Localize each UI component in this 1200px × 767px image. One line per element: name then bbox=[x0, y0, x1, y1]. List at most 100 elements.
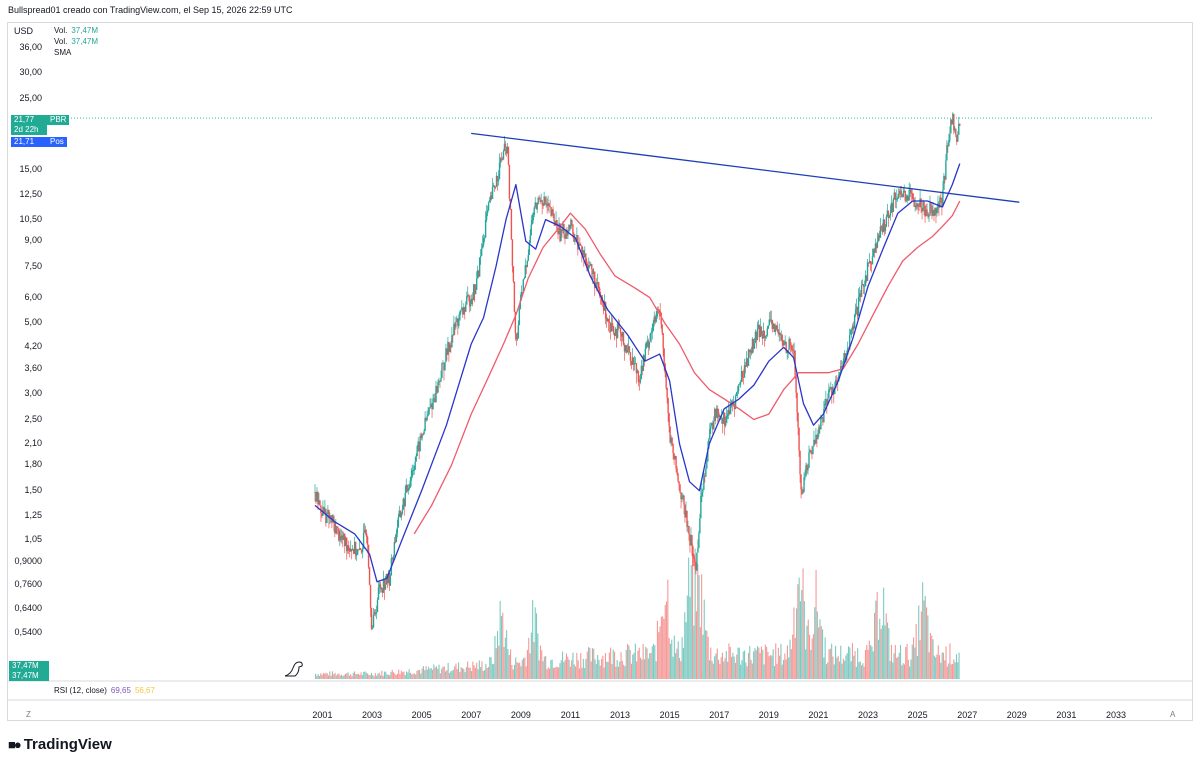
candle-body bbox=[862, 284, 865, 287]
candle-body bbox=[854, 309, 857, 315]
volume-bar bbox=[403, 671, 405, 679]
volume-bar bbox=[539, 645, 541, 679]
candle-body bbox=[374, 612, 377, 614]
candle-body bbox=[683, 495, 685, 505]
currency-label[interactable]: USD bbox=[14, 26, 34, 36]
candle-body bbox=[473, 284, 475, 301]
volume-bar bbox=[825, 664, 827, 679]
time-tick-label: 2019 bbox=[758, 710, 779, 720]
volume-bar bbox=[569, 666, 571, 679]
candle-body bbox=[622, 331, 625, 345]
candle-body bbox=[357, 549, 360, 551]
candle-body bbox=[950, 119, 952, 134]
candle-body bbox=[623, 344, 626, 352]
candle-body bbox=[577, 234, 579, 250]
volume-bar bbox=[520, 666, 522, 679]
candle-body bbox=[802, 492, 804, 494]
volume-bar bbox=[502, 612, 504, 679]
candle-body bbox=[926, 209, 928, 213]
volume-bar bbox=[750, 659, 752, 679]
auto-scale-button[interactable]: A bbox=[1170, 710, 1176, 719]
legend-volume-1[interactable]: Vol. 37,47M bbox=[54, 26, 99, 35]
rsi-legend[interactable]: RSI (12, close) 69,65 56,67 bbox=[54, 686, 155, 695]
volume-bar bbox=[419, 669, 421, 679]
volume-bar bbox=[338, 673, 340, 679]
candle-body bbox=[379, 584, 382, 589]
volume-bar bbox=[452, 669, 454, 679]
volume-bar bbox=[780, 644, 782, 679]
volume-bar bbox=[953, 659, 955, 679]
candle-body bbox=[749, 350, 752, 353]
volume-bar bbox=[906, 644, 908, 679]
candle-body bbox=[367, 544, 370, 568]
zoom-toggle-button[interactable]: Z bbox=[26, 710, 31, 719]
candle-body bbox=[503, 143, 506, 152]
price-tick-label: 3,60 bbox=[24, 362, 42, 373]
volume-bar bbox=[731, 656, 733, 679]
volume-bar bbox=[645, 646, 647, 679]
candle-body bbox=[526, 260, 528, 268]
candle-body bbox=[919, 198, 921, 207]
candle-body bbox=[477, 270, 480, 277]
volume-bar bbox=[636, 661, 638, 679]
candle-body bbox=[822, 417, 824, 423]
volume-bar bbox=[322, 672, 324, 679]
volume-bar bbox=[442, 666, 444, 679]
legend-sma[interactable]: SMA bbox=[54, 48, 72, 57]
tradingview-logo[interactable]: ■● TradingView bbox=[8, 736, 112, 753]
volume-bar bbox=[881, 625, 883, 679]
volume-bar bbox=[785, 659, 787, 679]
volume-bar bbox=[347, 672, 349, 679]
candle-body bbox=[742, 377, 745, 379]
sma-fast-line bbox=[314, 163, 961, 583]
volume-bar bbox=[916, 656, 918, 679]
volume-bar bbox=[672, 656, 674, 679]
volume-bar bbox=[481, 661, 483, 679]
candle-body bbox=[387, 572, 390, 584]
volume-bar bbox=[788, 657, 790, 679]
volume-bar bbox=[606, 661, 608, 679]
volume-bar bbox=[597, 655, 599, 679]
candle-body bbox=[455, 322, 457, 328]
dino-icon bbox=[284, 661, 303, 677]
candle-body bbox=[394, 541, 397, 543]
candle-body bbox=[328, 509, 330, 519]
candle-body bbox=[411, 470, 413, 478]
candle-body bbox=[830, 387, 832, 389]
candle-body bbox=[321, 512, 323, 516]
volume-bar bbox=[946, 666, 948, 679]
candle-body bbox=[619, 327, 622, 333]
candle-body bbox=[682, 495, 684, 497]
volume-bar bbox=[317, 674, 319, 679]
candle-body bbox=[890, 202, 893, 214]
volume-bar bbox=[806, 625, 808, 679]
candle-body bbox=[566, 230, 568, 236]
volume-bar bbox=[736, 654, 738, 679]
volume-bar bbox=[435, 666, 437, 679]
volume-bar bbox=[468, 667, 470, 679]
position-label-badge: Pos bbox=[47, 137, 67, 147]
candle-body bbox=[547, 203, 549, 206]
volume-bar bbox=[841, 663, 843, 679]
candle-body bbox=[541, 200, 543, 205]
volume-bar bbox=[503, 647, 505, 679]
volume-bar bbox=[671, 639, 673, 679]
volume-bar bbox=[802, 568, 804, 679]
volume-bar bbox=[754, 648, 756, 679]
candle-body bbox=[351, 548, 354, 551]
candle-body bbox=[692, 546, 694, 557]
volume-bar bbox=[714, 656, 716, 679]
candle-body bbox=[462, 307, 464, 315]
volume-bar bbox=[602, 655, 604, 679]
legend-volume-2[interactable]: Vol. 37,47M bbox=[54, 37, 99, 46]
candle-body bbox=[641, 365, 644, 372]
candle-body bbox=[881, 226, 884, 233]
volume-bar bbox=[898, 652, 900, 679]
price-tick-label: 3,00 bbox=[24, 388, 42, 399]
volume-bar bbox=[526, 649, 528, 679]
candle-body bbox=[706, 461, 708, 469]
volume-bar bbox=[680, 661, 682, 679]
volume-bar bbox=[715, 653, 717, 679]
candle-body bbox=[621, 331, 624, 337]
